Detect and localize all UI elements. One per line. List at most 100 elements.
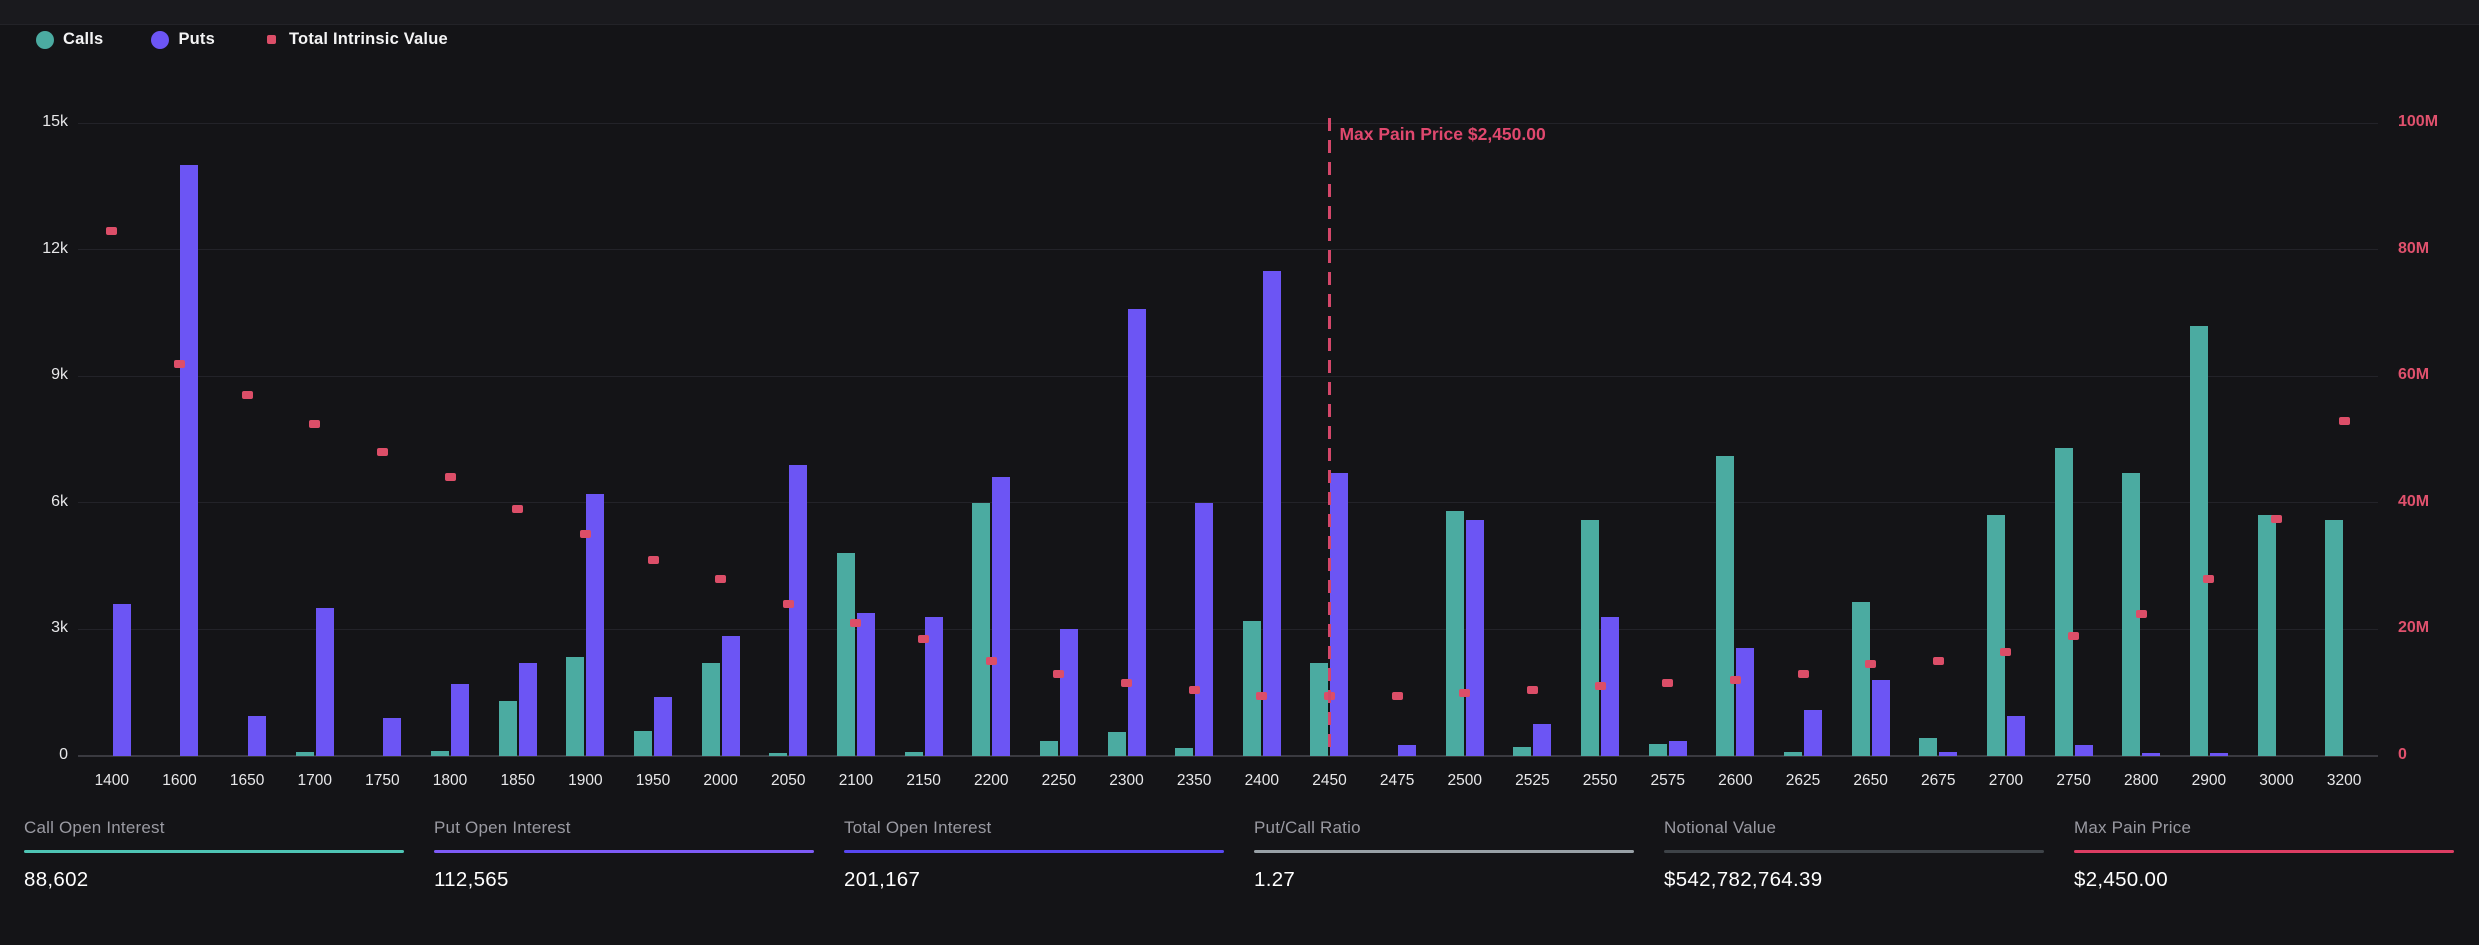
put-bar[interactable] xyxy=(2209,753,2228,756)
call-bar[interactable] xyxy=(1581,519,1600,756)
put-bar[interactable] xyxy=(1939,752,1958,756)
put-bar[interactable] xyxy=(1601,616,1620,756)
total-intrinsic-value-dot[interactable] xyxy=(241,391,253,400)
call-bar[interactable] xyxy=(972,502,991,756)
call-bar[interactable] xyxy=(1784,751,1802,756)
total-intrinsic-value-dot[interactable] xyxy=(1459,688,1471,697)
put-bar[interactable] xyxy=(1465,519,1484,756)
x-axis-label-2675: 2675 xyxy=(1921,772,1956,789)
put-bar[interactable] xyxy=(992,477,1011,756)
call-bar[interactable] xyxy=(498,701,517,756)
call-bar[interactable] xyxy=(1175,747,1194,756)
put-bar[interactable] xyxy=(1262,270,1281,756)
total-intrinsic-value-dot[interactable] xyxy=(579,530,591,539)
call-bar[interactable] xyxy=(701,663,720,756)
total-intrinsic-value-dot[interactable] xyxy=(918,634,930,643)
put-bar[interactable] xyxy=(1533,724,1552,756)
call-bar[interactable] xyxy=(634,730,652,756)
call-bar[interactable] xyxy=(1851,601,1870,756)
total-intrinsic-value-dot[interactable] xyxy=(1662,679,1674,688)
total-intrinsic-value-dot[interactable] xyxy=(1526,685,1538,694)
call-bar[interactable] xyxy=(1513,746,1532,756)
call-bar[interactable] xyxy=(1986,515,2005,756)
total-intrinsic-value-dot[interactable] xyxy=(2135,609,2147,618)
put-bar[interactable] xyxy=(1127,308,1146,756)
call-bar[interactable] xyxy=(1039,740,1058,756)
call-bar[interactable] xyxy=(2054,447,2073,756)
put-bar[interactable] xyxy=(924,616,943,756)
total-intrinsic-value-dot[interactable] xyxy=(985,657,997,666)
total-intrinsic-value-dot[interactable] xyxy=(1594,682,1606,691)
total-intrinsic-value-dot[interactable] xyxy=(1729,676,1741,685)
total-intrinsic-value-dot[interactable] xyxy=(850,619,862,628)
total-intrinsic-value-dot[interactable] xyxy=(2068,631,2080,640)
total-intrinsic-value-dot[interactable] xyxy=(309,419,321,428)
total-intrinsic-value-dot[interactable] xyxy=(2203,574,2215,583)
put-bar[interactable] xyxy=(1330,473,1349,756)
put-bar[interactable] xyxy=(518,663,537,756)
call-bar[interactable] xyxy=(769,753,788,756)
total-intrinsic-value-dot[interactable] xyxy=(782,600,794,609)
put-bar[interactable] xyxy=(2006,715,2025,756)
put-bar[interactable] xyxy=(856,612,875,756)
total-intrinsic-value-dot[interactable] xyxy=(444,473,456,482)
call-bar[interactable] xyxy=(2122,473,2141,756)
put-bar[interactable] xyxy=(1398,745,1417,756)
legend-item-total-intrinsic-value[interactable]: Total Intrinsic Value xyxy=(263,30,448,49)
put-bar[interactable] xyxy=(1668,740,1687,756)
total-intrinsic-value-dot[interactable] xyxy=(2271,514,2283,523)
max-pain-annotation: Max Pain Price $2,450.00 xyxy=(1339,124,1546,144)
put-bar[interactable] xyxy=(1871,680,1890,756)
put-bar[interactable] xyxy=(789,464,808,756)
total-intrinsic-value-dot[interactable] xyxy=(1188,685,1200,694)
call-bar[interactable] xyxy=(2257,515,2276,756)
total-intrinsic-value-dot[interactable] xyxy=(1053,669,1065,678)
call-bar[interactable] xyxy=(1919,737,1938,756)
put-bar[interactable] xyxy=(1804,709,1822,756)
put-bar[interactable] xyxy=(654,696,672,756)
total-intrinsic-value-dot[interactable] xyxy=(106,226,118,235)
total-intrinsic-value-dot[interactable] xyxy=(512,505,524,514)
call-bar[interactable] xyxy=(1648,744,1667,756)
total-intrinsic-value-dot[interactable] xyxy=(173,359,185,368)
total-intrinsic-value-dot[interactable] xyxy=(1121,679,1133,688)
call-bar[interactable] xyxy=(566,656,585,756)
total-intrinsic-value-dot[interactable] xyxy=(1797,669,1809,678)
total-intrinsic-value-dot[interactable] xyxy=(1865,660,1877,669)
call-bar[interactable] xyxy=(1107,732,1126,756)
call-bar[interactable] xyxy=(904,752,923,756)
put-bar[interactable] xyxy=(180,165,199,756)
put-bar[interactable] xyxy=(1736,648,1755,756)
total-intrinsic-value-dot[interactable] xyxy=(647,555,659,564)
total-intrinsic-value-dot[interactable] xyxy=(715,574,727,583)
call-bar[interactable] xyxy=(431,750,450,756)
total-intrinsic-value-dot[interactable] xyxy=(376,448,388,457)
call-bar[interactable] xyxy=(836,553,855,756)
put-bar[interactable] xyxy=(383,718,402,756)
put-bar[interactable] xyxy=(1059,629,1078,756)
put-bar[interactable] xyxy=(2074,744,2093,756)
legend-item-calls[interactable]: Calls xyxy=(36,30,103,49)
put-bar[interactable] xyxy=(721,635,740,756)
legend-item-puts[interactable]: Puts xyxy=(151,30,215,49)
call-bar[interactable] xyxy=(1242,620,1261,756)
call-bar[interactable] xyxy=(1445,511,1464,756)
call-bar[interactable] xyxy=(295,751,314,756)
call-bar[interactable] xyxy=(1716,456,1735,756)
put-bar[interactable] xyxy=(1195,502,1214,756)
total-intrinsic-value-dot[interactable] xyxy=(1256,691,1268,700)
total-intrinsic-value-dot[interactable] xyxy=(1932,657,1944,666)
put-bar[interactable] xyxy=(315,608,334,756)
x-axis-label-2300: 2300 xyxy=(1109,772,1144,789)
put-bar[interactable] xyxy=(112,604,131,756)
put-bar[interactable] xyxy=(586,494,605,756)
call-bar[interactable] xyxy=(1310,663,1329,756)
total-intrinsic-value-dot[interactable] xyxy=(1391,691,1403,700)
total-intrinsic-value-dot[interactable] xyxy=(2338,416,2350,425)
put-bar[interactable] xyxy=(248,715,267,756)
put-bar[interactable] xyxy=(2142,753,2161,756)
total-intrinsic-value-dot[interactable] xyxy=(2000,647,2012,656)
put-bar[interactable] xyxy=(451,684,470,756)
call-bar[interactable] xyxy=(2189,325,2208,756)
call-bar[interactable] xyxy=(2325,519,2344,756)
